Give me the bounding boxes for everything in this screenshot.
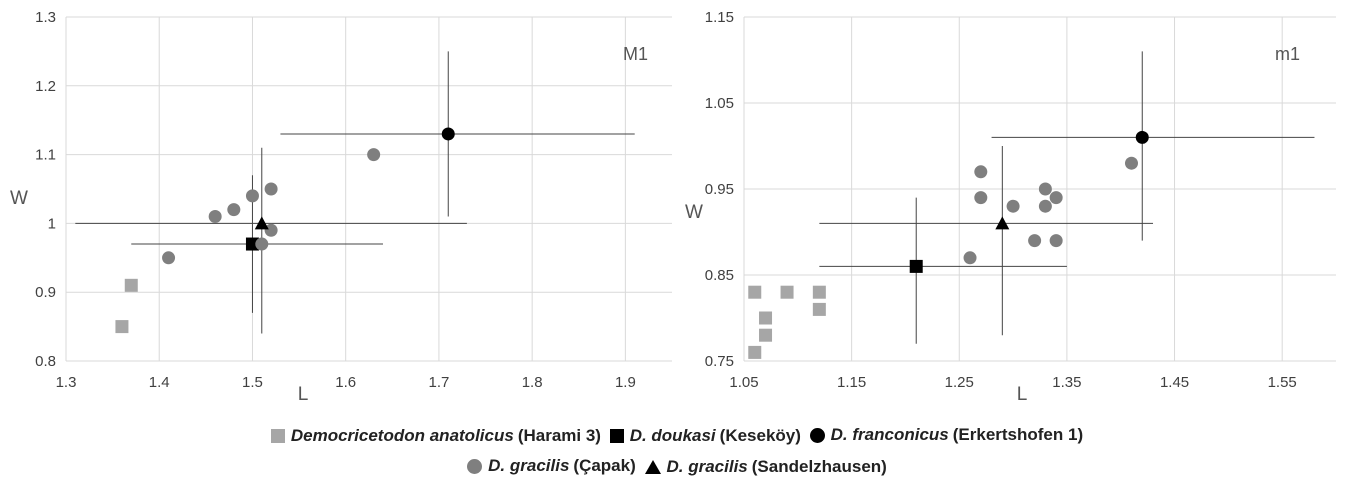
- data-point-circle: [264, 182, 278, 196]
- data-point-triangle: [254, 216, 269, 230]
- x-tick-label: 1.45: [1160, 374, 1189, 391]
- data-point-circle: [1049, 234, 1063, 248]
- legend-row-2: D. gracilis (Çapak) D. gracilis (Sandelz…: [0, 456, 1354, 479]
- y-tick-label: 0.85: [705, 267, 734, 284]
- data-point-circle: [264, 223, 278, 237]
- data-point-circle: [441, 127, 455, 141]
- grey-circle-icon: [467, 458, 483, 474]
- data-point-square: [812, 302, 826, 316]
- legend-species: Democricetodon anatolicus: [290, 425, 514, 445]
- legend-item-franconicus: D. franconicus (Erkertshofen 1): [809, 425, 1084, 445]
- legend-item-gracilis-sandelzhausen: D. gracilis (Sandelzhausen): [644, 456, 887, 477]
- panel-label: M1: [623, 44, 648, 64]
- legend-species: D. gracilis: [488, 456, 570, 475]
- legend-locality: (Erkertshofen 1): [952, 425, 1084, 444]
- data-point-circle: [162, 251, 176, 265]
- legend-species: D. franconicus: [830, 425, 949, 444]
- data-point-circle: [1124, 156, 1138, 170]
- data-point-square: [909, 259, 923, 273]
- chart-panel-m1-lower: 1.05 1.15 1.25 1.35 1.45 1.55 0.75 0.85 0.95 1.05…: [685, 9, 1336, 405]
- y-tick-label: 0.75: [705, 353, 734, 370]
- y-tick-label: 0.8: [35, 353, 56, 370]
- y-axis-label: W: [685, 202, 703, 223]
- x-tick-label: 1.15: [837, 374, 866, 391]
- data-point-square: [245, 237, 259, 251]
- legend-locality: (Çapak): [573, 456, 636, 475]
- data-point-circle: [208, 210, 222, 224]
- data-point-square: [748, 345, 762, 359]
- black-circle-icon: [809, 427, 825, 443]
- legend-species: D. gracilis: [666, 456, 748, 476]
- legend-locality: (Harami 3): [517, 425, 601, 445]
- x-tick-label: 1.35: [1052, 374, 1081, 391]
- data-point-triangle: [995, 216, 1010, 230]
- x-tick-label: 1.55: [1268, 374, 1297, 391]
- data-point-square: [124, 278, 138, 292]
- y-tick-label: 1.2: [35, 78, 56, 95]
- legend-item-doukasi: D. doukasi (Keseköy): [609, 425, 801, 446]
- data-point-circle: [255, 237, 269, 251]
- data-point-circle: [1038, 199, 1052, 213]
- data-point-circle: [245, 189, 259, 203]
- y-tick-label: 1.1: [35, 147, 56, 164]
- x-tick-label: 1.4: [149, 374, 170, 391]
- y-tick-label: 0.9: [35, 284, 56, 301]
- charts-canvas: 1.3 1.4 1.5 1.6 1.7 1.8 1.9 0.8 0.9 1 1.1 1.2 1.3 W L M…: [10, 9, 1336, 405]
- x-tick-label: 1.6: [335, 374, 356, 391]
- y-axis-label: W: [10, 188, 28, 209]
- x-tick-label: 1.7: [428, 374, 449, 391]
- data-point-square: [748, 285, 762, 299]
- data-point-circle: [367, 148, 381, 162]
- x-tick-label: 1.05: [729, 374, 758, 391]
- data-point-circle: [1028, 234, 1042, 248]
- data-point-square: [812, 285, 826, 299]
- grey-square-icon: [270, 428, 285, 443]
- data-point-square: [780, 285, 794, 299]
- y-tick-label: 1.15: [705, 9, 734, 26]
- legend-item-anatolicus: Democricetodon anatolicus (Harami 3): [270, 425, 601, 446]
- data-point-circle: [1049, 191, 1063, 205]
- x-tick-label: 1.8: [522, 374, 543, 391]
- data-point-circle: [1038, 182, 1052, 196]
- x-tick-label: 1.5: [242, 374, 263, 391]
- data-point-square: [759, 328, 773, 342]
- legend-item-gracilis-capak: D. gracilis (Çapak): [467, 456, 636, 476]
- legend-locality: (Keseköy): [719, 425, 801, 445]
- black-square-icon: [609, 428, 624, 443]
- data-point-circle: [963, 251, 977, 265]
- data-point-circle: [1135, 130, 1149, 144]
- chart-panel-m1-upper: 1.3 1.4 1.5 1.6 1.7 1.8 1.9 0.8 0.9 1 1.1 1.2 1.3 W L M…: [10, 9, 672, 405]
- data-point-circle: [227, 203, 241, 217]
- legend-row-1: Democricetodon anatolicus (Harami 3) D. …: [0, 425, 1354, 448]
- x-tick-label: 1.9: [615, 374, 636, 391]
- data-point-circle: [974, 165, 988, 179]
- x-tick-label: 1.25: [945, 374, 974, 391]
- data-point-square: [759, 311, 773, 325]
- x-axis-label: L: [298, 384, 309, 405]
- legend-locality: (Sandelzhausen): [751, 456, 887, 476]
- panel-label: m1: [1275, 44, 1300, 64]
- data-point-square: [115, 320, 129, 334]
- y-tick-label: 0.95: [705, 181, 734, 198]
- data-point-circle: [974, 191, 988, 205]
- y-tick-label: 1.05: [705, 95, 734, 112]
- y-tick-label: 1.3: [35, 9, 56, 26]
- y-tick-label: 1: [48, 215, 56, 232]
- x-axis-label: L: [1017, 384, 1028, 405]
- black-triangle-icon: [644, 459, 661, 474]
- legend-species: D. doukasi: [629, 425, 716, 445]
- x-tick-label: 1.3: [56, 374, 77, 391]
- data-point-circle: [1006, 199, 1020, 213]
